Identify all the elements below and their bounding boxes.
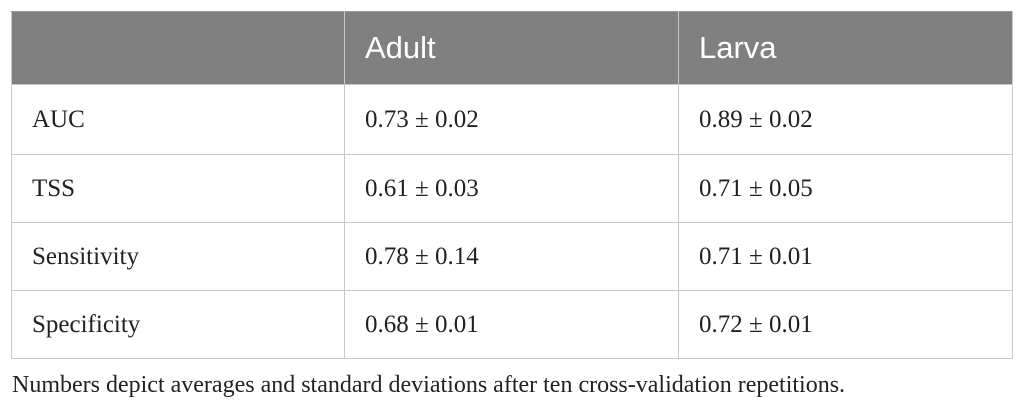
header-cell-larva: Larva: [678, 11, 1013, 85]
header-cell-empty: [11, 11, 345, 85]
table-header: Adult Larva: [11, 11, 1013, 85]
cell-sensitivity-larva: 0.71 ± 0.01: [678, 222, 1013, 291]
cell-auc-larva: 0.89 ± 0.02: [678, 84, 1013, 155]
table-row: Specificity 0.68 ± 0.01 0.72 ± 0.01: [11, 290, 1013, 359]
cell-auc-adult: 0.73 ± 0.02: [344, 84, 679, 155]
row-label-specificity: Specificity: [11, 290, 345, 359]
cell-specificity-adult: 0.68 ± 0.01: [344, 290, 679, 359]
cell-specificity-larva: 0.72 ± 0.01: [678, 290, 1013, 359]
cell-tss-larva: 0.71 ± 0.05: [678, 154, 1013, 223]
results-table: Adult Larva AUC 0.73 ± 0.02 0.89 ± 0.02 …: [11, 11, 1013, 359]
table-row: Sensitivity 0.78 ± 0.14 0.71 ± 0.01: [11, 222, 1013, 291]
row-label-sensitivity: Sensitivity: [11, 222, 345, 291]
table-footnote: Numbers depict averages and standard dev…: [12, 372, 846, 398]
header-row: Adult Larva: [11, 11, 1013, 85]
header-cell-adult: Adult: [344, 11, 679, 85]
cell-tss-adult: 0.61 ± 0.03: [344, 154, 679, 223]
row-label-tss: TSS: [11, 154, 345, 223]
table-row: TSS 0.61 ± 0.03 0.71 ± 0.05: [11, 154, 1013, 223]
table-body: AUC 0.73 ± 0.02 0.89 ± 0.02 TSS 0.61 ± 0…: [11, 84, 1013, 359]
cell-sensitivity-adult: 0.78 ± 0.14: [344, 222, 679, 291]
results-table-container: Adult Larva AUC 0.73 ± 0.02 0.89 ± 0.02 …: [11, 11, 1013, 359]
row-label-auc: AUC: [11, 84, 345, 155]
table-row: AUC 0.73 ± 0.02 0.89 ± 0.02: [11, 84, 1013, 155]
